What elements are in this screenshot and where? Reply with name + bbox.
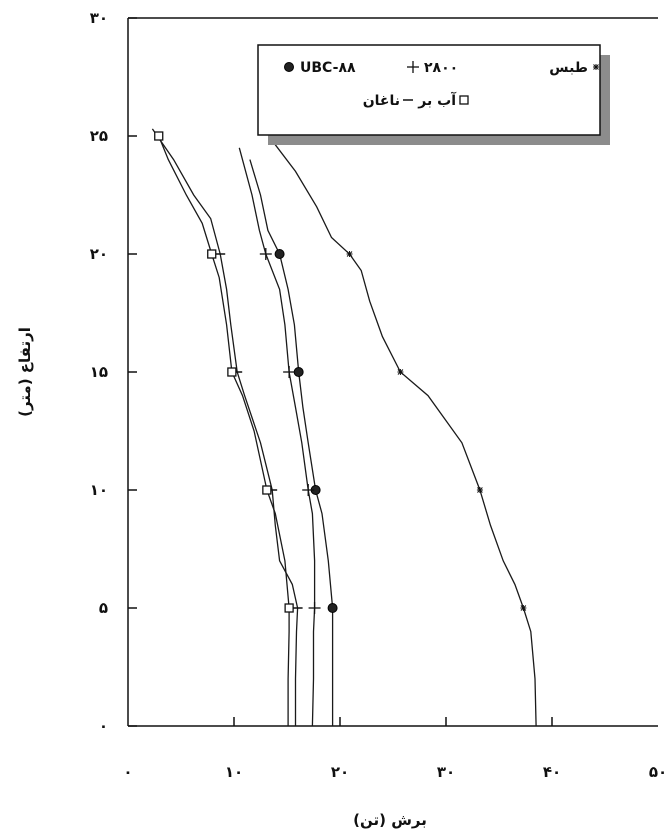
legend-entry: طبس: [549, 60, 599, 76]
series-layer: [151, 128, 537, 727]
series-1: [271, 140, 537, 727]
series-marker: [284, 603, 294, 613]
y-tick-label: ۲۵: [90, 127, 108, 145]
series-line: [271, 140, 537, 727]
series-5: [154, 131, 294, 726]
series-marker: [154, 131, 164, 141]
series-marker: [308, 602, 321, 614]
series-marker: [274, 249, 285, 259]
series-marker: [227, 367, 237, 377]
legend-label: ۲۸۰۰: [424, 60, 458, 76]
x-tick-label: ۳۰: [437, 763, 455, 781]
legend-marker: [284, 62, 294, 72]
legend-entry: ناغان: [363, 93, 413, 109]
legend-label: طبس: [549, 60, 588, 76]
y-tick-label: ۲۰: [90, 245, 108, 263]
legend-marker: [459, 95, 469, 105]
series-marker: [397, 369, 404, 375]
series-3: [238, 147, 321, 727]
x-tick-label: ۵۰: [649, 763, 667, 781]
series-marker: [520, 605, 527, 611]
series-marker: [259, 248, 272, 260]
legend-label: UBC-۸۸: [300, 60, 356, 76]
legend-entry: ۲۸۰۰: [407, 60, 458, 76]
y-tick-label: ۱۵: [90, 363, 108, 381]
series-marker: [207, 249, 217, 259]
series-marker: [262, 485, 272, 495]
series-line: [158, 135, 290, 726]
legend-label: ناغان: [363, 93, 400, 109]
y-tick-label: ۰: [99, 717, 108, 735]
y-axis-title: ارتفاع (متر): [16, 327, 34, 417]
y-tick-label: ۱۰: [90, 481, 108, 499]
legend-box: [257, 44, 601, 136]
series-2: [249, 159, 338, 726]
legend-entry: UBC-۸۸: [284, 60, 356, 76]
y-tick-label: ۳۰: [90, 9, 108, 27]
series-marker: [476, 487, 483, 493]
x-tick-label: ۲۰: [331, 763, 349, 781]
series-marker: [283, 366, 296, 378]
series-marker: [346, 251, 353, 257]
series-line: [249, 159, 334, 726]
y-tick-label: ۵: [99, 599, 108, 617]
series-marker: [293, 367, 304, 377]
legend: UBC-۸۸ ۲۸۰۰ طبس ناغان آب بر: [257, 44, 610, 145]
series-line: [238, 147, 316, 727]
x-axis-title: برش (تن): [353, 811, 427, 829]
series-marker: [302, 484, 315, 496]
x-tick-label: ۰: [123, 763, 132, 781]
series-line: [151, 128, 299, 726]
ticks: ۰ ۵ ۱۰ ۱۵ ۲۰ ۲۵ ۳۰ ۰ ۱۰ ۲۰ ۳۰ ۴۰ ۵۰: [90, 9, 667, 781]
legend-marker: [407, 61, 419, 73]
legend-entry: آب بر: [417, 91, 469, 109]
x-tick-label: ۱۰: [225, 763, 243, 781]
series-4: [151, 128, 303, 726]
series-marker: [327, 603, 338, 613]
legend-label: آب بر: [417, 91, 457, 109]
x-tick-label: ۴۰: [543, 763, 561, 781]
legend-marker: [593, 64, 599, 70]
